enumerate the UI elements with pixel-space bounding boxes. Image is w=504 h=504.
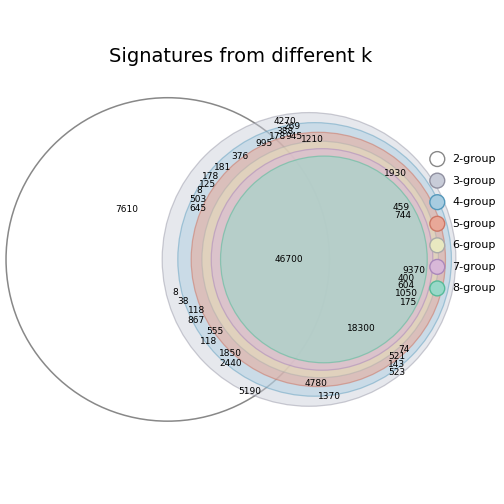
Text: 945: 945 [286,132,303,141]
Text: 118: 118 [188,306,205,315]
Text: 604: 604 [398,281,415,290]
Text: 4270: 4270 [274,116,296,125]
Circle shape [430,238,445,253]
Text: 2-group: 2-group [452,154,495,164]
Text: 125: 125 [199,180,216,189]
Text: 523: 523 [388,368,405,377]
Text: 376: 376 [232,152,249,161]
Circle shape [202,141,438,377]
Text: 178: 178 [202,172,219,180]
Text: 744: 744 [394,211,411,220]
Text: 645: 645 [190,204,207,213]
Circle shape [191,132,446,387]
Text: 7-group: 7-group [452,262,495,272]
Text: 2440: 2440 [220,359,242,368]
Text: 1850: 1850 [219,349,242,358]
Text: 8-group: 8-group [452,283,495,293]
Text: 459: 459 [393,203,410,212]
Text: 175: 175 [400,298,417,307]
Text: 143: 143 [388,360,405,369]
Text: 5-group: 5-group [452,219,495,229]
Text: 867: 867 [187,317,204,325]
Text: 6-group: 6-group [452,240,495,250]
Circle shape [221,156,427,363]
Text: 7610: 7610 [115,205,139,214]
Circle shape [430,216,445,231]
Text: 1930: 1930 [384,169,407,178]
Text: 3-group: 3-group [452,175,495,185]
Text: 388: 388 [276,127,293,136]
Text: 181: 181 [214,163,231,172]
Text: 5190: 5190 [238,387,261,396]
Text: 269: 269 [284,122,301,131]
Circle shape [430,152,445,166]
Circle shape [430,281,445,296]
Circle shape [430,195,445,210]
Text: 118: 118 [200,338,217,346]
Text: 4-group: 4-group [452,197,495,207]
Text: 46700: 46700 [274,255,303,264]
Circle shape [162,112,456,406]
Circle shape [430,260,445,274]
Text: 555: 555 [206,328,224,337]
Circle shape [178,122,452,396]
Text: 503: 503 [190,195,207,204]
Text: 38: 38 [177,296,188,305]
Text: 1370: 1370 [318,392,341,401]
Text: 521: 521 [388,352,405,361]
Text: 74: 74 [398,345,410,354]
Text: 8: 8 [196,186,202,195]
Circle shape [430,173,445,188]
Title: Signatures from different k: Signatures from different k [109,47,372,67]
Text: 9370: 9370 [402,266,425,275]
Text: 4780: 4780 [305,380,328,389]
Text: 8: 8 [172,288,178,297]
Text: 995: 995 [256,139,273,148]
Text: 178: 178 [269,132,286,141]
Text: 1050: 1050 [395,289,418,298]
Text: 1210: 1210 [301,135,324,144]
Text: 400: 400 [398,274,415,283]
Circle shape [211,149,433,370]
Text: 18300: 18300 [347,324,375,333]
